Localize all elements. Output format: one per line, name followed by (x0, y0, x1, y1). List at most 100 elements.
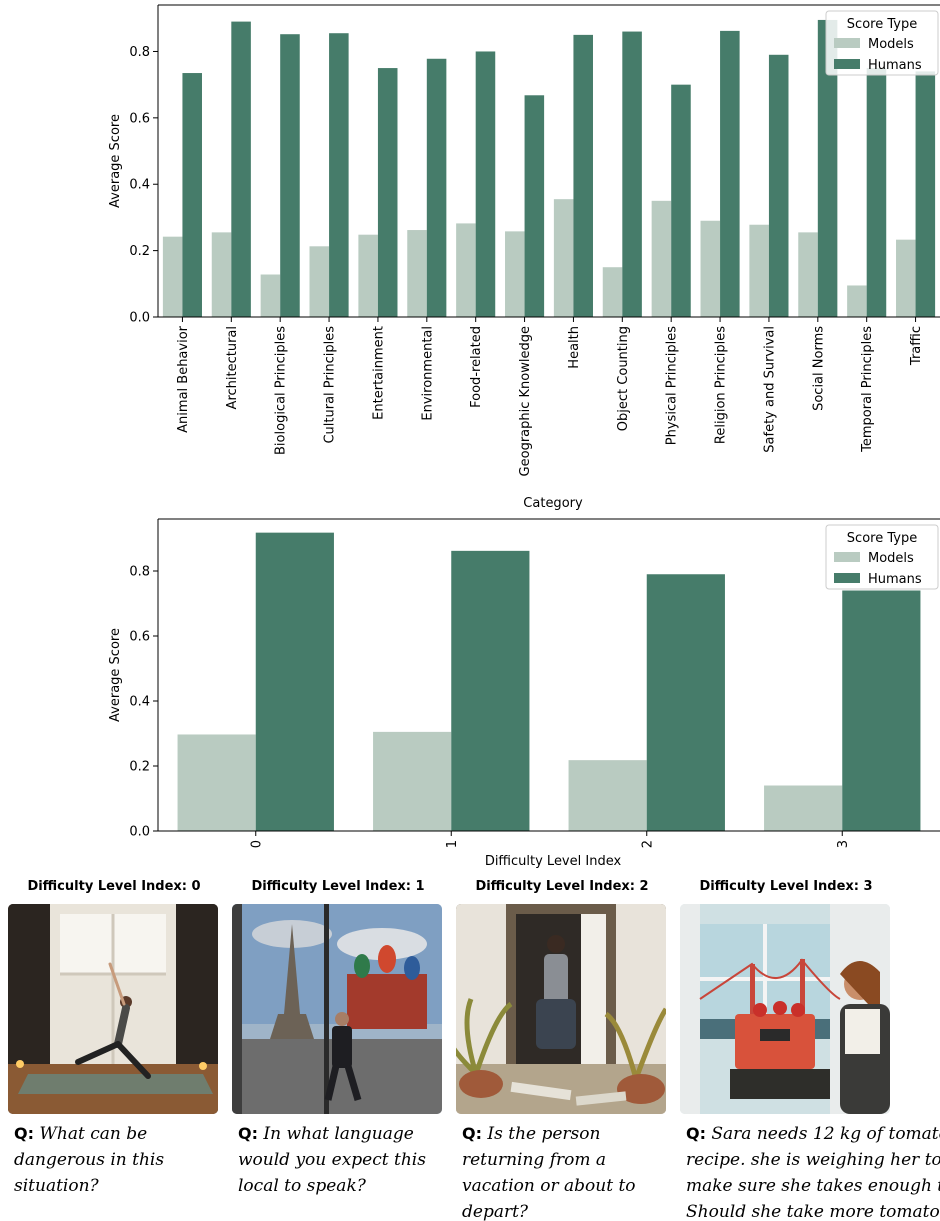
question-label: Q: (462, 1124, 482, 1143)
x-tick-label: Religion Principles (714, 326, 729, 444)
bar-humans-0 (182, 73, 202, 317)
bar-models-2 (260, 274, 281, 317)
bar-humans-9 (622, 31, 642, 317)
x-tick-label: Physical Principles (665, 326, 680, 445)
question-line: Q: Is the person (462, 1121, 702, 1147)
question-line: Q: Sara needs 12 kg of tomatoes for her (686, 1121, 940, 1147)
bar-humans-11 (720, 30, 740, 317)
question-line: dangerous in this (14, 1150, 165, 1170)
bar-humans-2 (646, 574, 725, 831)
bar-humans-3 (842, 590, 921, 831)
legend-title: Score Type (847, 531, 917, 546)
x-tick-label: Object Counting (616, 326, 631, 431)
x-tick-label: Health (567, 326, 582, 369)
bar-humans-6 (475, 51, 496, 318)
bar-humans-1 (231, 21, 251, 318)
bar-humans-2 (280, 34, 300, 318)
y-tick-label: 0.4 (129, 178, 150, 193)
legend-label-models: Models (868, 551, 914, 566)
x-tick-label: Social Norms (811, 326, 826, 411)
yoga-pose-image (8, 904, 218, 1114)
bar-models-12 (749, 224, 769, 317)
bar-humans-0 (255, 532, 334, 831)
x-tick-label: 1 (445, 840, 460, 848)
y-tick-label: 0.8 (129, 565, 150, 580)
question-line: situation? (14, 1176, 99, 1196)
bar-models-3 (309, 246, 330, 317)
question-line-text: Is the person (482, 1124, 601, 1144)
y-tick-label: 0.2 (129, 244, 150, 259)
question-label: Q: (238, 1124, 258, 1143)
bar-models-6 (456, 223, 476, 317)
doorway-luggage-image (456, 904, 666, 1114)
x-tick-label: Cultural Principles (323, 326, 338, 444)
question-text: Q: Is the person returning from a vacati… (462, 1121, 702, 1221)
bar-models-15 (896, 239, 916, 317)
bar-models-8 (553, 199, 574, 317)
question-text: Q: Sara needs 12 kg of tomatoes for her … (686, 1121, 940, 1221)
panel-title: Difficulty Level Index: 2 (475, 879, 649, 894)
legend-label-humans: Humans (868, 572, 922, 587)
y-tick-label: 0.4 (129, 695, 150, 710)
question-text: Q: In what language would you expect thi… (238, 1121, 478, 1199)
question-line: returning from a (462, 1150, 607, 1170)
question-line: depart? (462, 1202, 529, 1221)
bar-humans-7 (524, 95, 545, 317)
bar-humans-14 (866, 68, 887, 317)
bar-humans-3 (329, 33, 349, 317)
question-line: local to speak? (238, 1176, 366, 1196)
y-tick-label: 0.0 (129, 311, 150, 326)
y-axis-label: Average Score (108, 114, 123, 208)
bar-models-0 (162, 236, 183, 317)
question-line-text: Sara needs 12 kg of tomatoes for her (711, 1124, 940, 1144)
bar-humans-15 (915, 71, 936, 317)
panel-title: Difficulty Level Index: 0 (27, 879, 201, 894)
bar-models-11 (700, 220, 721, 317)
x-tick-label: Geographic Knowledge (518, 326, 533, 476)
question-line: Q: In what language (238, 1121, 478, 1147)
x-tick-label: Food-related (469, 326, 484, 408)
legend-swatch-humans (834, 59, 860, 69)
x-tick-label: Animal Behavior (176, 325, 191, 432)
y-tick-label: 0.0 (129, 825, 150, 840)
x-tick-label: Traffic (909, 326, 924, 366)
question-label: Q: (686, 1124, 706, 1143)
question-line: Should she take more tomatoes? (686, 1202, 940, 1221)
question-line: vacation or about to (462, 1176, 636, 1196)
bar-models-1 (211, 232, 232, 317)
bar-humans-10 (671, 84, 691, 317)
bar-models-5 (407, 230, 427, 317)
legend-title: Score Type (847, 17, 917, 32)
x-tick-label: 0 (249, 840, 264, 848)
legend-label-models: Models (868, 37, 914, 52)
bar-models-10 (651, 200, 672, 317)
kitchen-scale-image (680, 904, 890, 1114)
bar-models-7 (505, 231, 525, 317)
x-tick-label: Environmental (420, 326, 435, 421)
difficulty-bar-chart: 0.0 0.2 0.4 0.6 0.8 0 1 2 3 Difficulty Level Inde… (108, 518, 940, 869)
legend-swatch-models (834, 552, 860, 562)
question-label: Q: (14, 1124, 34, 1143)
y-tick-label: 0.2 (129, 760, 150, 775)
x-tick-label: Biological Principles (274, 326, 289, 455)
x-tick-label: Architectural (225, 326, 240, 409)
x-tick-label: 3 (836, 840, 851, 848)
bar-models-9 (602, 267, 623, 317)
bar-humans-12 (768, 54, 789, 318)
bar-models-13 (798, 232, 818, 317)
bar-humans-5 (426, 58, 447, 318)
legend-swatch-models (834, 38, 860, 48)
category-bar-chart: 0.0 0.2 0.4 0.6 0.8 Animal Behavior Architectu… (108, 4, 940, 511)
bar-models-1 (373, 731, 452, 831)
bar-models-2 (568, 760, 647, 831)
question-line: Q: What can be (14, 1121, 254, 1147)
y-tick-label: 0.6 (129, 630, 150, 645)
question-line: recipe. she is weighing her tomatoes to (686, 1150, 940, 1170)
bar-models-0 (177, 734, 256, 831)
bar-humans-4 (377, 68, 398, 317)
bar-humans-1 (451, 550, 530, 831)
x-tick-label: Safety and Survival (762, 326, 777, 453)
bar-models-14 (847, 285, 867, 317)
question-text: Q: What can be dangerous in this situati… (14, 1121, 254, 1199)
question-line: would you expect this (238, 1150, 426, 1170)
